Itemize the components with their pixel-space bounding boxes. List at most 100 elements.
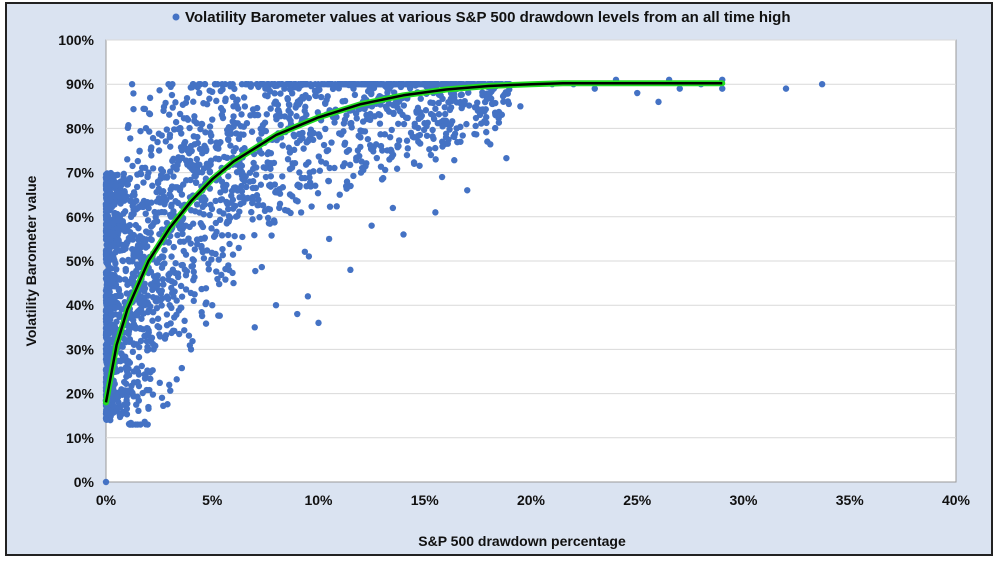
y-tick-label: 40% (66, 297, 95, 313)
scatter-point (479, 106, 487, 113)
scatter-point (407, 129, 415, 137)
scatter-point (400, 102, 408, 109)
scatter-point (488, 88, 495, 95)
scatter-point (320, 141, 328, 149)
scatter-point (236, 194, 243, 201)
scatter-point (286, 101, 293, 109)
x-axis-ticks: 0% 5% 10% 15% 20% 25% 30% 35% 40% (96, 492, 971, 508)
scatter-point (102, 330, 110, 338)
scatter-point (491, 124, 499, 132)
y-tick-label: 10% (66, 430, 95, 446)
scatter-point (197, 220, 204, 227)
scatter-point (272, 302, 280, 309)
scatter-point (229, 251, 237, 258)
scatter-point (172, 260, 179, 267)
scatter-point (224, 231, 232, 239)
scatter-point (471, 130, 478, 138)
scatter-point (435, 111, 443, 118)
scatter-point (308, 203, 315, 210)
scatter-point (238, 111, 245, 118)
scatter-point (224, 130, 231, 137)
scatter-point (108, 298, 115, 305)
scatter-point (390, 109, 397, 117)
scatter-point (263, 111, 270, 118)
scatter-point (121, 188, 128, 196)
scatter-point (218, 111, 226, 119)
scatter-point (268, 81, 276, 88)
scatter-point (400, 120, 408, 128)
scatter-point (149, 134, 157, 142)
scatter-point (154, 323, 161, 330)
scatter-point (199, 203, 206, 211)
scatter-point (343, 148, 351, 155)
scatter-point (126, 258, 133, 265)
scatter-point (249, 184, 256, 192)
scatter-point (386, 133, 394, 141)
scatter-point (265, 220, 273, 227)
scatter-point (139, 389, 146, 397)
scatter-point (315, 319, 322, 327)
scatter-point (178, 364, 186, 372)
scatter-point (216, 208, 223, 215)
scatter-point (163, 126, 171, 133)
scatter-point (340, 120, 348, 127)
scatter-point (189, 220, 197, 227)
scatter-point (451, 157, 458, 164)
scatter-point (439, 95, 446, 103)
scatter-point (175, 307, 183, 314)
scatter-point (121, 276, 129, 283)
scatter-point (182, 99, 190, 106)
scatter-point (481, 118, 488, 125)
scatter-point (273, 82, 281, 89)
scatter-point (110, 402, 117, 410)
scatter-point (395, 142, 402, 150)
y-tick-label: 90% (66, 76, 95, 92)
scatter-point (122, 265, 129, 273)
scatter-point (202, 144, 209, 151)
scatter-point (105, 290, 113, 298)
scatter-point (150, 219, 158, 226)
scatter-point (181, 138, 189, 146)
scatter-point (427, 110, 435, 118)
scatter-point (248, 128, 256, 135)
scatter-point (217, 196, 224, 204)
scatter-point (103, 314, 110, 322)
scatter-point (208, 256, 215, 263)
scatter-point (161, 247, 168, 254)
scatter-point (432, 156, 439, 163)
scatter-point (103, 235, 110, 242)
scatter-point (296, 169, 303, 176)
x-tick-label: 5% (202, 492, 223, 508)
scatter-point (495, 115, 502, 122)
scatter-point (284, 155, 292, 163)
scatter-point (343, 178, 351, 185)
scatter-point (103, 347, 110, 355)
scatter-point (145, 204, 152, 212)
scatter-point (109, 241, 116, 249)
trend-line (104, 82, 723, 403)
scatter-point (162, 331, 170, 339)
y-tick-label: 30% (66, 341, 95, 357)
scatter-point (338, 131, 345, 138)
scatter-point (166, 270, 173, 277)
scatter-point (193, 120, 201, 127)
scatter-point (185, 236, 192, 243)
scatter-point (191, 273, 198, 281)
scatter-point (145, 329, 152, 336)
scatter-point (288, 164, 296, 171)
scatter-point (167, 83, 174, 91)
scatter-point (305, 253, 313, 260)
scatter-point (152, 213, 159, 221)
scatter-point (396, 108, 404, 115)
scatter-point (116, 311, 123, 318)
scatter-point (167, 387, 174, 394)
scatter-point (385, 100, 393, 107)
scatter-point (254, 202, 261, 209)
scatter-point (180, 115, 188, 122)
scatter-point (224, 218, 231, 225)
scatter-point (103, 269, 110, 276)
scatter-point (284, 96, 292, 103)
scatter-point (256, 214, 263, 221)
scatter-point (481, 98, 489, 106)
scatter-point (153, 198, 161, 205)
